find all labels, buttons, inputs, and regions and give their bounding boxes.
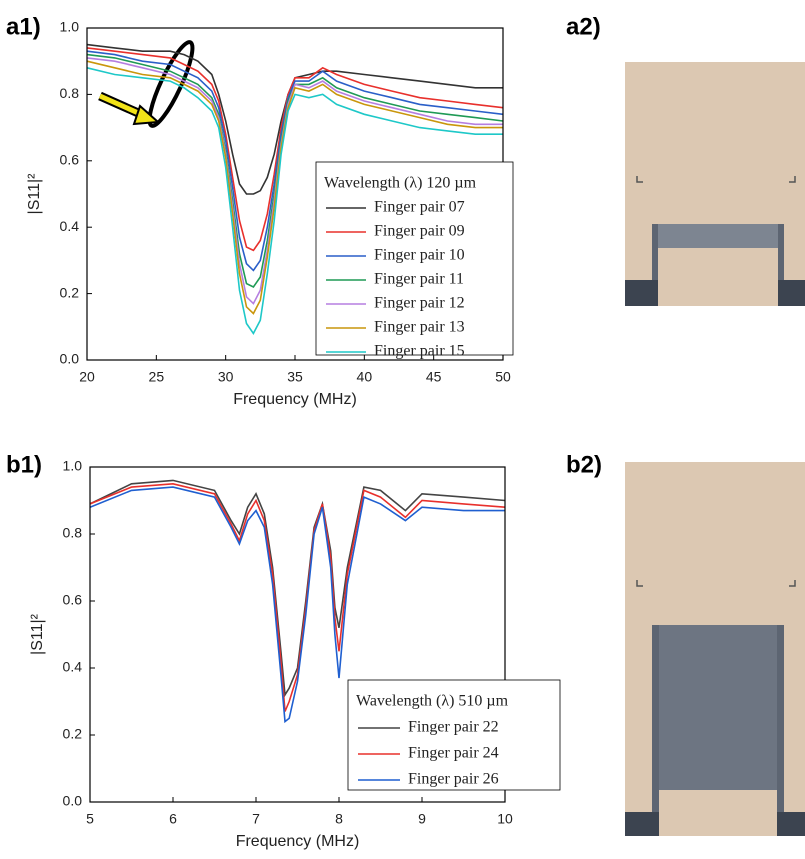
- legend-box: [347, 679, 561, 791]
- legend-label: Finger pair 09: [374, 223, 465, 240]
- series-line: [86, 57, 503, 305]
- legend-title: Wavelength (λ) 510 µm: [356, 693, 509, 710]
- panel-label: b2): [566, 451, 602, 478]
- y-tick-label: 0.8: [60, 85, 80, 101]
- x-tick-label: 7: [252, 811, 260, 827]
- x-tick-label: 5: [86, 811, 94, 827]
- legend-label: Finger pair 24: [408, 745, 499, 762]
- y-tick-label: 1.0: [60, 19, 80, 35]
- y-tick-label: 0.4: [63, 659, 83, 675]
- y-axis-label: |S11|²: [29, 613, 46, 655]
- plot-frame: [89, 466, 506, 803]
- x-tick-label: 30: [218, 369, 234, 385]
- series-line: [86, 67, 503, 335]
- micrograph: [625, 462, 805, 836]
- series-line: [86, 47, 504, 252]
- x-tick-label: 40: [357, 369, 373, 385]
- y-tick-label: 0.0: [60, 351, 80, 367]
- x-tick-label: 50: [495, 369, 511, 385]
- legend-label: Finger pair 11: [374, 271, 464, 288]
- y-tick-label: 0.8: [63, 525, 83, 541]
- x-axis-label: Frequency (MHz): [233, 391, 357, 408]
- series-line: [86, 53, 504, 289]
- legend-label: Finger pair 07: [374, 199, 465, 216]
- annotation: [98, 40, 195, 128]
- x-tick-label: 9: [418, 811, 426, 827]
- x-tick-label: 20: [79, 369, 95, 385]
- y-axis-label: |S11|²: [26, 173, 43, 215]
- legend-box: [315, 161, 514, 356]
- y-tick-label: 0.2: [63, 726, 83, 742]
- y-tick-label: 0.0: [63, 793, 83, 809]
- y-tick-label: 0.4: [60, 218, 80, 234]
- y-tick-label: 0.2: [60, 284, 80, 300]
- legend-label: Finger pair 22: [408, 719, 499, 736]
- x-tick-label: 8: [335, 811, 343, 827]
- series-line: [89, 486, 505, 724]
- legend-label: Finger pair 10: [374, 247, 465, 264]
- legend-label: Finger pair 13: [374, 319, 465, 336]
- x-tick-label: 6: [169, 811, 177, 827]
- y-tick-label: 0.6: [63, 592, 83, 608]
- x-tick-label: 25: [149, 369, 165, 385]
- legend-title: Wavelength (λ) 120 µm: [324, 175, 477, 192]
- series-line: [86, 60, 503, 315]
- y-tick-label: 0.6: [60, 152, 80, 168]
- x-axis-label: Frequency (MHz): [236, 833, 360, 850]
- series-line: [89, 479, 506, 698]
- panel-label: b1): [6, 451, 42, 478]
- legend-label: Finger pair 15: [374, 343, 465, 360]
- legend-label: Finger pair 26: [408, 771, 499, 788]
- panel-label: a1): [6, 13, 41, 40]
- series-line: [86, 50, 504, 272]
- x-tick-label: 10: [497, 811, 513, 827]
- legend-label: Finger pair 12: [374, 295, 465, 312]
- panel-label: a2): [566, 13, 601, 40]
- x-tick-label: 35: [287, 369, 303, 385]
- x-tick-label: 45: [426, 369, 442, 385]
- series-line: [86, 43, 503, 195]
- micrograph: [625, 62, 805, 306]
- y-tick-label: 1.0: [63, 458, 83, 474]
- series-line: [89, 482, 506, 712]
